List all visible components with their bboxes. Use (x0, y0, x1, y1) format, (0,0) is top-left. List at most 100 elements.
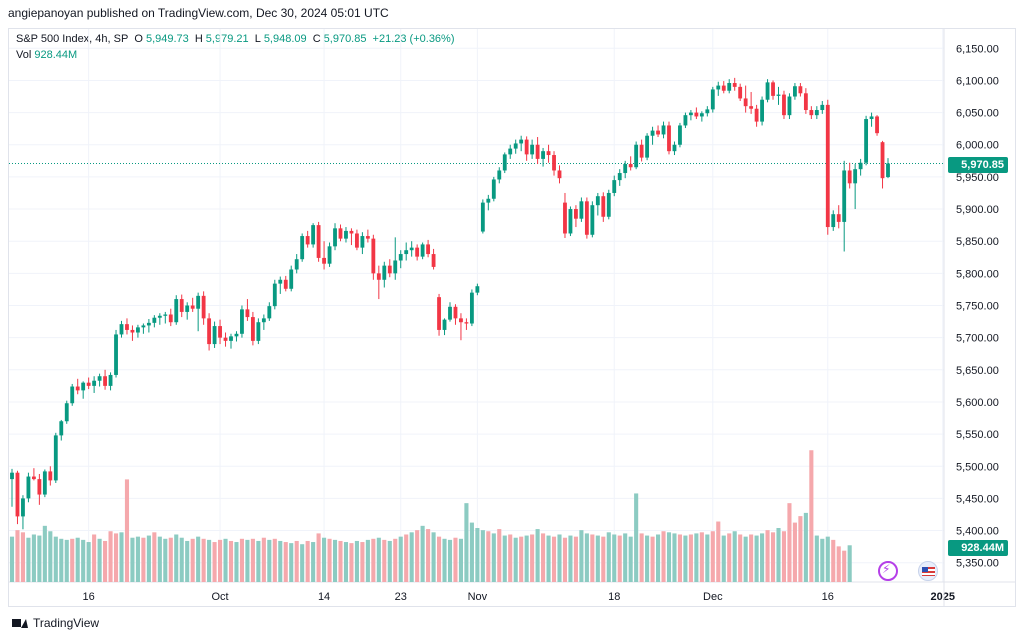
y-tick-label: 5,500.00 (956, 461, 999, 473)
candle-body (469, 292, 474, 324)
candle-body (732, 83, 737, 87)
candle-body (858, 162, 863, 170)
candle-body (688, 112, 693, 116)
volume-bar (513, 537, 518, 582)
volume-badge: 928.44M (948, 540, 1008, 556)
candle-body (327, 246, 332, 264)
us-flag-icon[interactable] (918, 561, 938, 581)
volume-bar (765, 530, 770, 582)
volume-bar (754, 535, 759, 582)
candle-body (574, 209, 578, 219)
volume-bar (398, 536, 403, 582)
candle-body (185, 305, 190, 312)
lightning-event-icon[interactable] (878, 561, 898, 581)
candle-body (749, 106, 754, 109)
candle-body (771, 82, 775, 96)
published-header: angiepanoyan published on TradingView.co… (8, 6, 389, 20)
volume-bar (716, 521, 721, 582)
volume-bar (623, 533, 628, 582)
volume-bar (836, 546, 841, 582)
candle-body (743, 98, 748, 107)
y-tick-label: 5,650.00 (956, 365, 999, 377)
footer-brand[interactable]: TradingView (12, 616, 99, 630)
candle-body (464, 322, 469, 324)
candle-body (787, 96, 792, 116)
volume-bar (710, 531, 715, 582)
volume-bar (261, 537, 266, 582)
volume-bar (491, 533, 496, 582)
volume-bar (108, 531, 113, 582)
candle-body (218, 326, 222, 338)
candle-body (163, 314, 168, 316)
volume-bar (207, 539, 212, 582)
candle-body (256, 322, 261, 341)
candle-body (782, 94, 786, 116)
volume-bar (179, 537, 184, 582)
volume-bar (464, 503, 469, 582)
volume-bar (573, 536, 578, 582)
candle-body (678, 125, 682, 145)
candle-body (886, 163, 890, 178)
low-label: L (254, 33, 261, 45)
volume-bar (349, 543, 354, 582)
volume-bar (415, 530, 420, 582)
volume-bar (343, 542, 349, 582)
volume-bar (661, 531, 666, 582)
candle-body (15, 472, 20, 517)
tradingview-logo-icon (12, 617, 28, 629)
candle-body (798, 86, 803, 94)
candle-body (459, 318, 463, 323)
candle-body (234, 333, 239, 337)
candle-body (415, 247, 420, 257)
candle-body (37, 479, 42, 495)
volume-bar (300, 544, 305, 582)
candle-body (420, 244, 425, 257)
volume-bar (803, 512, 808, 582)
candle-body (803, 93, 808, 111)
candle-body (404, 250, 409, 255)
candle-body (97, 376, 102, 381)
candle-body (716, 85, 721, 90)
candle-body (333, 228, 337, 247)
candle-body (502, 154, 507, 171)
volume-bar (606, 532, 611, 582)
volume-bar (809, 450, 814, 582)
candle-body (70, 386, 75, 404)
volume-bar (278, 540, 283, 582)
candle-body (81, 382, 86, 391)
volume-bar (688, 534, 693, 582)
volume-bar (37, 535, 42, 582)
volume-bar (798, 516, 803, 582)
candle-body (398, 254, 403, 261)
candle-body (53, 435, 58, 481)
volume-label[interactable]: Vol (16, 49, 32, 61)
high-label: H (194, 33, 203, 45)
candle-body (387, 265, 392, 274)
candle-body (721, 85, 726, 91)
volume-bar (475, 528, 480, 582)
volume-bar (223, 538, 228, 582)
volume-bar (650, 536, 655, 582)
candle-body (376, 273, 381, 280)
volume-bar (584, 533, 589, 582)
candle-body (157, 315, 162, 318)
x-tick-label: Oct (211, 591, 228, 603)
volume-bar (820, 538, 825, 582)
volume-bar (842, 550, 847, 582)
candle-body (869, 116, 874, 120)
volume-bar (217, 539, 223, 582)
volume-bar (458, 538, 464, 582)
volume-bar (42, 525, 47, 582)
candle-body (86, 382, 91, 386)
volume-bar (781, 531, 787, 582)
volume-bar (770, 532, 776, 582)
volume-bar (442, 538, 447, 582)
volume-bar (20, 532, 26, 582)
volume-bar (382, 539, 387, 582)
candle-body (21, 498, 25, 517)
volume-bar (847, 545, 852, 582)
symbol-label[interactable]: S&P 500 Index, 4h, SP (16, 33, 129, 45)
volume-bar (694, 533, 699, 582)
volume-bar (436, 536, 442, 582)
